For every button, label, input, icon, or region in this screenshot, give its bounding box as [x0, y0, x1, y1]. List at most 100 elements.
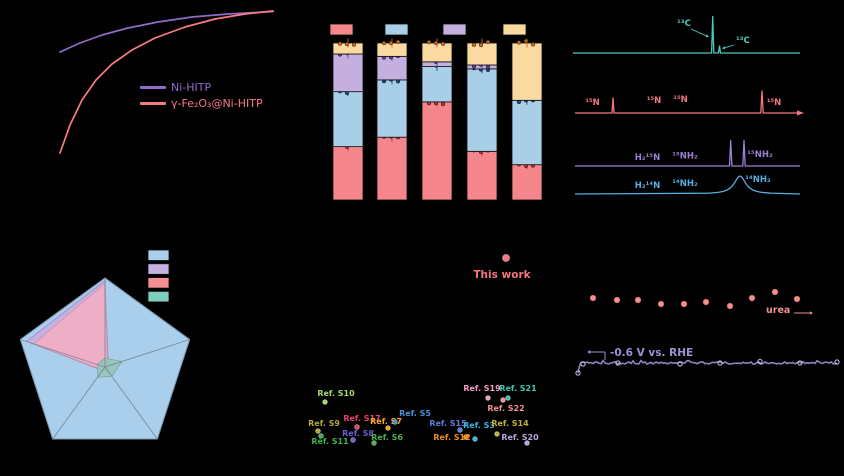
- scatter-point-label: Ref. S6: [371, 433, 403, 442]
- panel-nmr-spectra: ¹³C ¹³C ¹⁵N ¹⁵N ¹⁵N ¹⁵N H₂¹⁵N ¹⁵NH₂ ¹⁵NH₂ H₂¹⁴N ¹⁴…: [560, 0, 844, 230]
- replicate-dot: [485, 39, 491, 45]
- urea-yield-dot: [680, 300, 688, 308]
- scatter-point-label: Ref. S17: [343, 414, 380, 423]
- urea-yield-dot: [793, 295, 801, 303]
- radar-legend-swatch-2: [147, 277, 170, 289]
- scatter-point: [350, 437, 356, 443]
- urea-yield-dot: [748, 294, 756, 302]
- nmr-label: ¹⁵N: [585, 98, 600, 108]
- ca-trace-marker: [615, 360, 621, 366]
- legend-label-ni-hitp: Ni-HITP: [171, 80, 212, 94]
- bar-0-segment-red: [332, 146, 364, 201]
- scatter-point-label: Ref. S20: [501, 433, 539, 442]
- replicate-dot: [344, 41, 350, 47]
- ca-trace-marker: [575, 370, 581, 376]
- urea-arrow-head: [809, 311, 813, 315]
- scatter-point: [494, 431, 500, 437]
- replicate-dot: [426, 40, 432, 45]
- nmr-label: H₂¹⁵N: [635, 153, 660, 163]
- radar-legend-swatch-3: [147, 291, 170, 303]
- replicate-dot: [433, 40, 439, 45]
- nmr-label: H₂¹⁴N: [635, 181, 660, 191]
- nmr-label: ¹⁵N: [767, 98, 782, 108]
- scatter-point: [500, 397, 506, 403]
- potential-arrow-head: [587, 350, 591, 354]
- scatter-point-label: Ref. S19: [463, 384, 501, 393]
- nmr-label: ¹³C: [677, 19, 691, 29]
- curve-legend: Ni-HITP γ-Fe₂O₃@Ni-HITP: [140, 81, 263, 110]
- scatter-point-label: Ref. S11: [311, 437, 349, 446]
- legend-line-fe2o3-ni-hitp: [140, 102, 166, 105]
- radar-spoke: [104, 366, 158, 440]
- nitrogen-15-trace: [575, 90, 798, 114]
- panel-radar-pentagon: [0, 230, 290, 476]
- urea-yield-dot: [771, 288, 779, 296]
- bar-legend-swatch-segment-purple: [442, 23, 467, 36]
- bar-0-segment-purple: [332, 53, 364, 93]
- scatter-point-label: This work: [473, 269, 531, 281]
- legend-row-fe2o3-ni-hitp: γ-Fe₂O₃@Ni-HITP: [140, 97, 263, 110]
- radar-spoke: [20, 339, 106, 368]
- panel-benchmark-scatter: This work Ref. S10 Ref. S9 Ref. S11 Ref. S17…: [290, 230, 580, 476]
- replicate-dot: [440, 41, 446, 46]
- nmr-label-arrow-line: [724, 44, 735, 49]
- bar-2-segment-blue: [421, 66, 453, 103]
- urea-yield-dot: [634, 296, 642, 304]
- replicate-dot: [337, 41, 343, 46]
- ca-trace-marker: [834, 359, 840, 365]
- replicate-dot: [395, 39, 401, 45]
- replicate-dot: [478, 42, 484, 48]
- curve-1: [59, 10, 274, 154]
- scatter-point: [502, 254, 510, 262]
- bar-4-segment-blue: [511, 99, 543, 166]
- replicate-dot: [530, 42, 536, 47]
- urea-yield-dot: [613, 296, 621, 304]
- nmr-label: ¹³C: [736, 36, 750, 46]
- replicate-dot: [523, 38, 529, 44]
- scatter-point: [318, 433, 324, 439]
- radar-legend-swatch-1: [147, 263, 170, 275]
- replicate-dot: [351, 42, 357, 47]
- bar-3-segment-blue: [466, 68, 498, 152]
- scatter-point: [485, 395, 491, 401]
- radar-teal: [96, 357, 123, 378]
- bar-4-segment-red: [511, 164, 543, 201]
- bar-4-segment-orange: [511, 42, 543, 101]
- radar-spoke: [104, 339, 190, 368]
- urea-yield-dot: [702, 298, 710, 306]
- radar-spoke: [52, 366, 106, 440]
- replicate-dot: [388, 40, 394, 46]
- scatter-point-label: Ref. S7: [370, 417, 402, 426]
- replicate-dot: [440, 101, 446, 107]
- nmr-label-arrow-head: [722, 46, 726, 50]
- scatter-point: [371, 440, 377, 446]
- urea-label: urea: [766, 305, 790, 316]
- uptake-curves-chart: [59, 10, 274, 154]
- carbon-13-trace: [573, 15, 800, 54]
- scatter-point: [322, 399, 328, 405]
- ca-trace-marker: [797, 360, 803, 366]
- scatter-point-label: Ref. S8: [342, 429, 374, 438]
- bar-1-segment-blue: [376, 79, 408, 138]
- ca-trace-marker: [717, 360, 723, 366]
- nitrogen-15-trace-axis-arrow: [797, 110, 804, 116]
- scatter-point-label: Ref. S15: [429, 419, 467, 428]
- scatter-point-label: Ref. S14: [491, 419, 529, 428]
- scatter-point: [463, 434, 469, 440]
- nmr-label: ¹⁵N: [647, 96, 662, 106]
- replicate-dot: [516, 40, 522, 45]
- scatter-point-label: Ref. S3: [463, 421, 495, 430]
- scatter-point: [315, 428, 321, 434]
- bar-2-segment-red: [421, 101, 453, 201]
- panel-stacked-bars: [300, 0, 580, 230]
- scatter-point-label: Ref. S21: [499, 384, 537, 393]
- urea-yield-dot: [589, 294, 597, 302]
- bar-3-segment-red: [466, 150, 498, 201]
- nmr-label: ¹⁵N: [673, 95, 688, 105]
- legend-label-fe2o3-ni-hitp: γ-Fe₂O₃@Ni-HITP: [171, 96, 263, 110]
- scatter-point: [505, 395, 511, 401]
- ca-trace-marker: [677, 361, 683, 367]
- scatter-point: [385, 425, 391, 431]
- curve-0: [59, 10, 274, 53]
